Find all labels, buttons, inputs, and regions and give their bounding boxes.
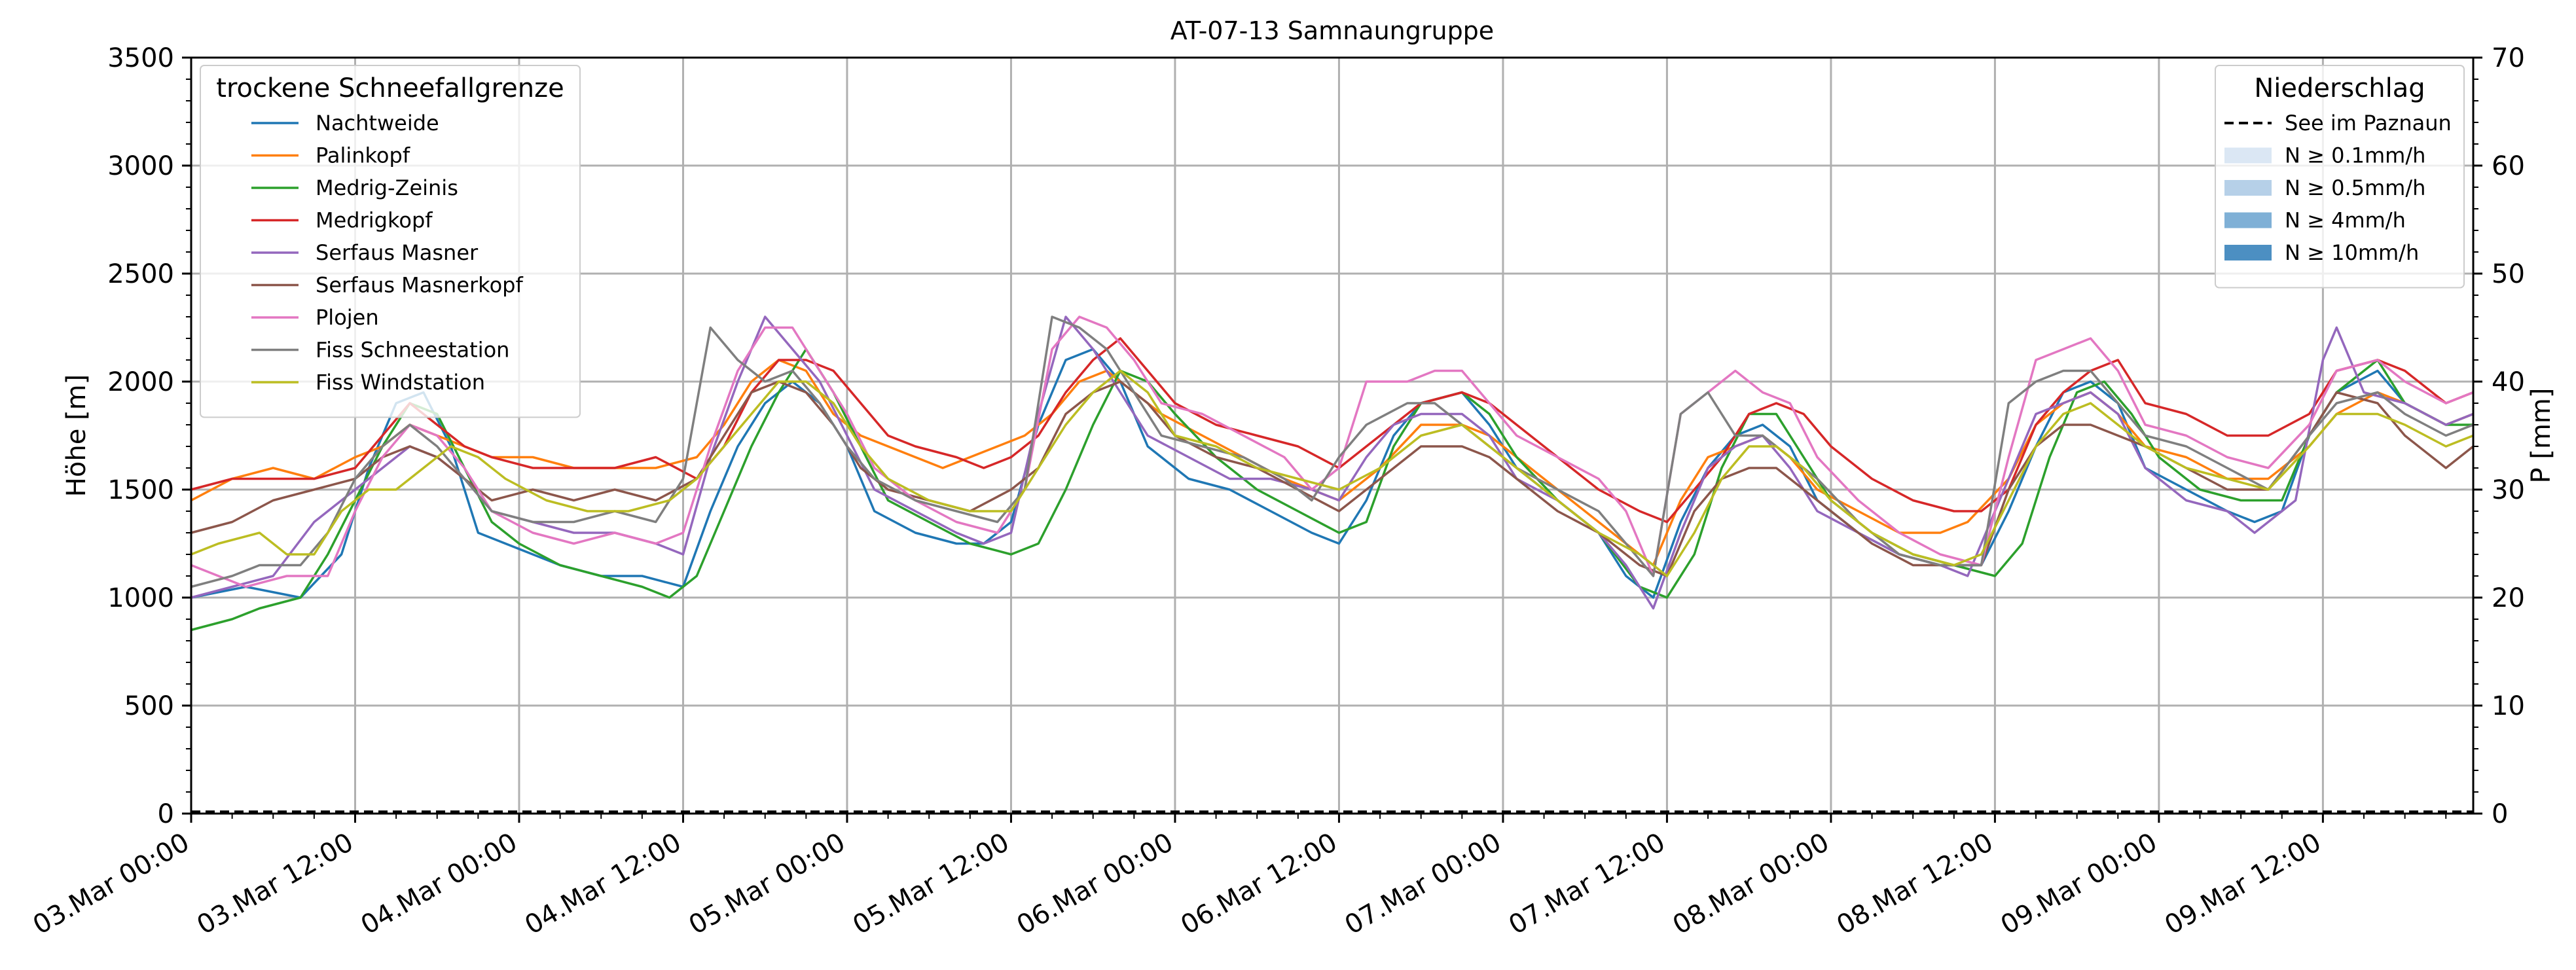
legend-label: Medrigkopf <box>316 208 433 233</box>
series-line <box>190 315 2474 588</box>
precip-legend-label: N ≥ 4mm/h <box>2285 208 2406 233</box>
y2-tick-label: 70 <box>2492 43 2525 73</box>
precip-legend-patch <box>2224 245 2272 260</box>
legend-label: Fiss Windstation <box>316 370 485 395</box>
legend-label: Fiss Schneestation <box>316 338 509 363</box>
y2-tick-label: 30 <box>2492 475 2525 505</box>
series-line <box>190 380 2475 577</box>
y-axis-label: Höhe [m] <box>62 374 92 497</box>
legend-label: Serfaus Masnerkopf <box>316 273 523 298</box>
y-tick-label: 500 <box>124 691 174 721</box>
legend-label: Medrig-Zeinis <box>316 175 458 200</box>
y-tick-label: 2500 <box>107 259 174 289</box>
series-line <box>190 337 2474 524</box>
precip-legend-label: N ≥ 0.1mm/h <box>2285 143 2425 168</box>
series-line <box>190 315 2474 610</box>
precip-legend-title: Niederschlag <box>2254 73 2425 103</box>
y2-axis-label: P [mm] <box>2526 388 2556 484</box>
y2-tick-label: 50 <box>2492 259 2525 289</box>
series-line <box>190 369 2474 577</box>
legend-label: Palinkopf <box>316 143 410 168</box>
y2-tick-label: 40 <box>2492 367 2525 397</box>
legend-label: Nachtweide <box>316 111 439 135</box>
series-lines <box>190 315 2475 632</box>
chart-title: AT-07-13 Samnaungruppe <box>1170 16 1494 45</box>
y2-tick-label: 20 <box>2492 583 2525 613</box>
series-legend: trockene Schneefallgrenze Nachtweide Palin… <box>200 65 581 418</box>
y-tick-label: 2000 <box>107 367 174 397</box>
precip-legend-label: See im Paznaun <box>2285 111 2452 135</box>
legend-label: Serfaus Masner <box>316 240 479 265</box>
precip-legend-label: N ≥ 10mm/h <box>2285 240 2419 265</box>
y2-tick-label: 10 <box>2492 691 2525 721</box>
precip-legend: Niederschlag See im Paznaun N ≥ 0.1mm/h N ≥… <box>2215 65 2465 289</box>
y-tick-label: 3000 <box>107 151 174 181</box>
precip-legend-patch <box>2224 180 2272 196</box>
y2-tick-label: 60 <box>2492 151 2525 181</box>
y-tick-label: 1500 <box>107 475 174 505</box>
legend-box <box>200 65 581 418</box>
plot-frame <box>190 56 2475 815</box>
legend-title: trockene Schneefallgrenze <box>216 73 564 103</box>
y-tick-label: 0 <box>158 799 174 829</box>
precip-legend-box <box>2215 65 2465 289</box>
y2-tick-label: 0 <box>2492 799 2508 829</box>
y-tick-label: 1000 <box>107 583 174 613</box>
precip-legend-label: N ≥ 0.5mm/h <box>2285 175 2425 200</box>
precip-legend-patch <box>2224 212 2272 228</box>
series-line <box>190 348 2473 632</box>
legend-label: Plojen <box>316 305 379 330</box>
precip-legend-patch <box>2224 147 2272 164</box>
y-tick-label: 3500 <box>107 43 174 73</box>
